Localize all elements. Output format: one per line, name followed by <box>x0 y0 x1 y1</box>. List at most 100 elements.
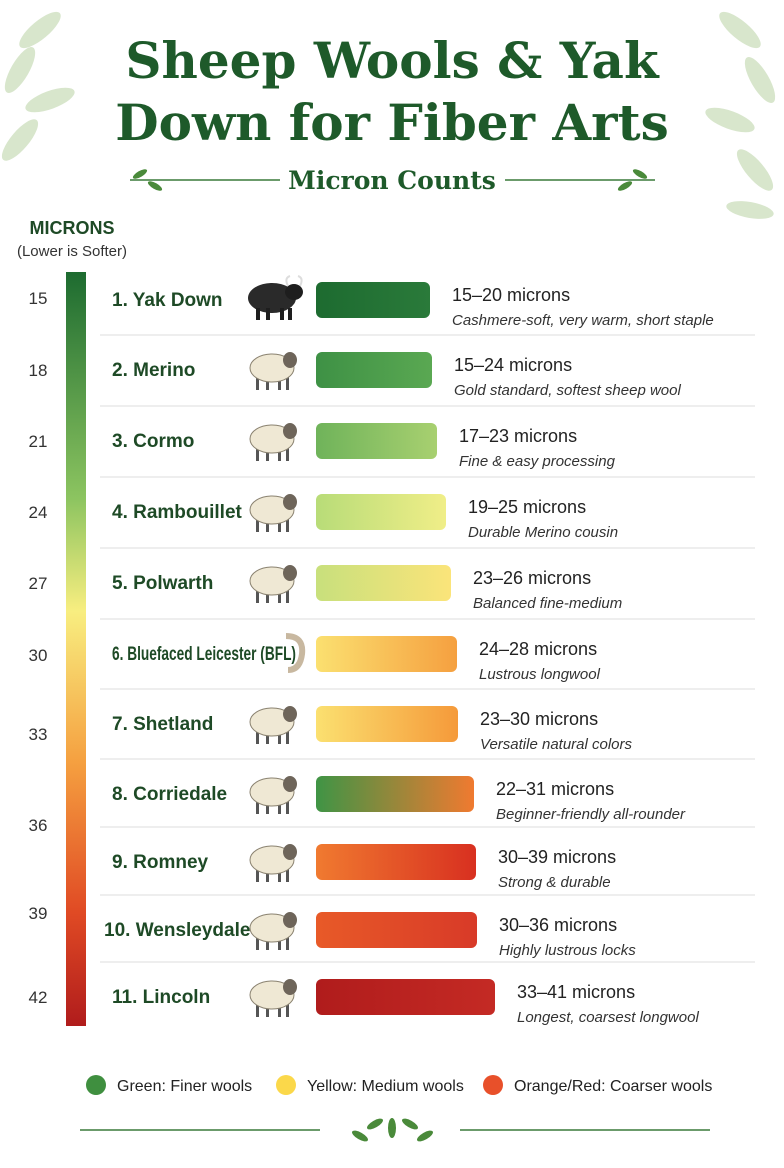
sheep-icon <box>249 844 297 882</box>
item-description: Fine & easy processing <box>459 453 616 470</box>
item-description: Lustrous longwool <box>479 666 601 683</box>
sheep-leg <box>278 376 281 390</box>
range-bar <box>316 565 451 601</box>
sheep-leg <box>278 730 281 744</box>
leaf-decoration <box>1 11 776 219</box>
item-name: 7. Shetland <box>112 714 213 735</box>
item-name: 1. Yak Down <box>112 290 223 311</box>
micron-range: 23–30 microns <box>480 709 598 729</box>
sheep-leg <box>256 447 259 461</box>
micron-range: 24–28 microns <box>479 639 597 659</box>
micron-range: 15–20 microns <box>452 285 570 305</box>
sheep-leg <box>256 800 259 814</box>
sheep-body <box>249 566 295 596</box>
legend-dot <box>86 1075 106 1095</box>
sheep-body <box>249 777 295 807</box>
sheep-head <box>283 979 297 995</box>
scale-tick: 30 <box>29 646 48 665</box>
item-name: 4. Rambouillet <box>112 502 243 523</box>
item-description: Longest, coarsest longwool <box>517 1009 699 1026</box>
sheep-leg <box>266 518 269 532</box>
sheep-icon <box>249 352 297 390</box>
scale-tick: 39 <box>29 904 48 923</box>
sheep-leg <box>256 1003 259 1017</box>
sheep-leg <box>278 936 281 950</box>
sheep-leg <box>286 868 289 882</box>
scale-tick: 33 <box>29 725 48 744</box>
scale-tick: 15 <box>29 289 48 308</box>
sheep-body <box>249 495 295 525</box>
item-name: 3. Cormo <box>112 431 194 452</box>
range-bar <box>316 352 432 388</box>
sheep-icon <box>249 423 297 461</box>
item-description: Beginner-friendly all-rounder <box>496 806 686 823</box>
micron-range: 30–39 microns <box>498 847 616 867</box>
sheep-head <box>283 352 297 368</box>
legend-label: Yellow: Medium wools <box>307 1078 464 1095</box>
sheep-leg <box>278 589 281 603</box>
ornament <box>80 179 710 1131</box>
sheep-leg <box>256 868 259 882</box>
item-name: 5. Polwarth <box>112 573 213 594</box>
sheep-body <box>249 913 295 943</box>
sheep-leg <box>266 800 269 814</box>
legend-dot <box>483 1075 503 1095</box>
sheep-body <box>249 353 295 383</box>
item-name: 6. Bluefaced Leicester (BFL) <box>112 644 296 665</box>
sheep-leg <box>286 589 289 603</box>
sheep-leg <box>266 936 269 950</box>
sheep-head <box>283 706 297 722</box>
scale-tick: 24 <box>29 503 48 522</box>
micron-range: 22–31 microns <box>496 779 614 799</box>
sheep-leg <box>266 1003 269 1017</box>
sheep-icon <box>249 565 297 603</box>
yak-horn <box>285 275 303 287</box>
range-bar <box>316 776 474 812</box>
sheep-leg <box>266 730 269 744</box>
sheep-head <box>283 423 297 439</box>
micron-range: 17–23 microns <box>459 426 577 446</box>
horn-icon <box>285 633 306 673</box>
sheep-leg <box>278 868 281 882</box>
range-bar <box>316 282 430 318</box>
scale-note: (Lower is Softer) <box>17 243 127 260</box>
sheep-leg <box>256 589 259 603</box>
title: Sheep Wools & Yak <box>125 31 660 90</box>
sheep-leg <box>286 936 289 950</box>
sheep-head <box>283 565 297 581</box>
sheep-head <box>283 912 297 928</box>
sheep-leg <box>286 376 289 390</box>
item-name: 11. Lincoln <box>112 987 210 1008</box>
subtitle: Micron Counts <box>288 166 496 195</box>
micron-range: 30–36 microns <box>499 915 617 935</box>
micron-range: 15–24 microns <box>454 355 572 375</box>
sheep-body <box>249 980 295 1010</box>
sheep-head <box>283 844 297 860</box>
sheep-leg <box>256 376 259 390</box>
sheep-leg <box>278 800 281 814</box>
sheep-leg <box>286 730 289 744</box>
scale-label: MICRONS <box>30 218 115 238</box>
legend-label: Green: Finer wools <box>117 1078 252 1095</box>
sheep-leg <box>266 376 269 390</box>
scale-tick: 42 <box>29 988 48 1007</box>
micron-range: 23–26 microns <box>473 568 591 588</box>
sheep-icon <box>249 494 297 532</box>
sheep-leg <box>278 1003 281 1017</box>
sheep-body <box>249 845 295 875</box>
sheep-head <box>283 494 297 510</box>
sheep-leg <box>278 518 281 532</box>
scale-bar <box>66 272 86 1026</box>
item-description: Balanced fine-medium <box>473 595 622 612</box>
legend-dot <box>276 1075 296 1095</box>
item-name: 9. Romney <box>112 852 209 873</box>
yak-body <box>248 283 296 313</box>
sheep-icon <box>249 706 297 744</box>
sheep-leg <box>286 800 289 814</box>
sheep-body <box>249 424 295 454</box>
range-bar <box>316 706 458 742</box>
item-name: 2. Merino <box>112 360 195 381</box>
yak-leg <box>266 308 270 320</box>
item-name: 10. Wensleydale <box>104 920 250 941</box>
